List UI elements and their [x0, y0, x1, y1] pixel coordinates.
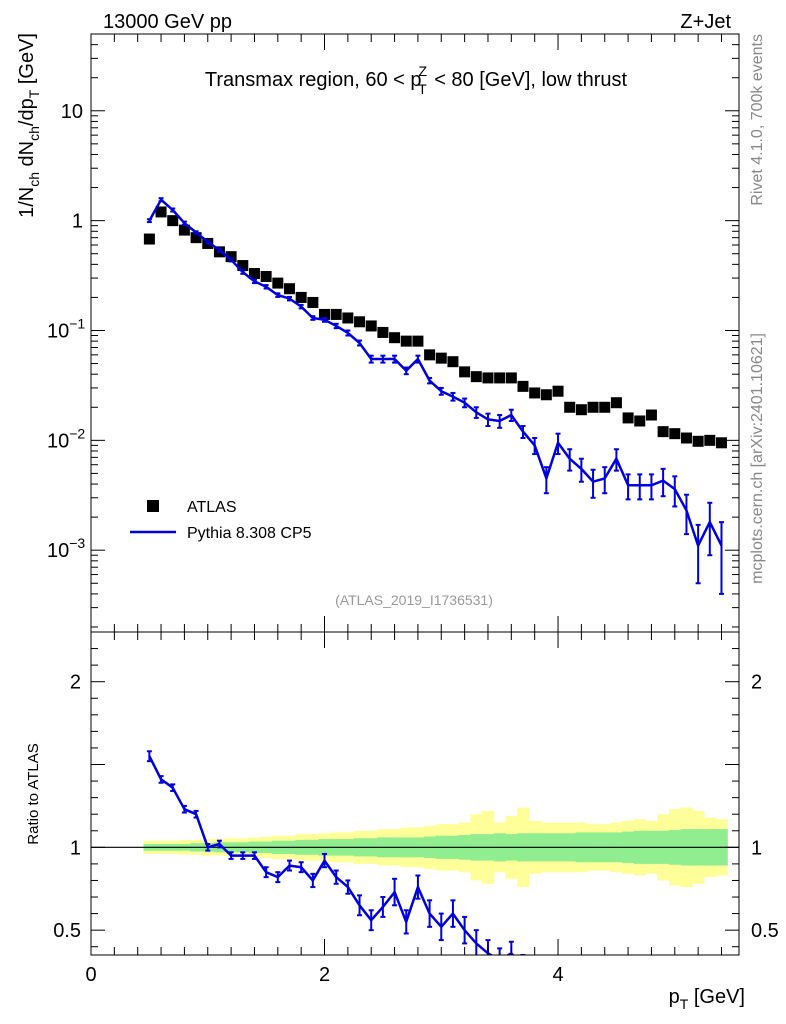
atlas-point	[622, 412, 634, 424]
atlas-point	[354, 316, 366, 328]
atlas-point	[283, 283, 295, 295]
x-axis-title: pT [GeV]	[669, 986, 745, 1012]
atlas-point	[482, 372, 494, 384]
atlas-point	[704, 434, 716, 446]
atlas-point	[459, 366, 471, 378]
main-plot-text: Transmax region, 60 < pZ T < 80 [GeV], lo…	[16, 33, 628, 608]
atlas-point	[505, 372, 517, 384]
atlas-point	[715, 437, 727, 449]
atlas-point	[529, 387, 541, 399]
atlas-point	[424, 349, 436, 361]
ratio-y-axis-title: Ratio to ATLAS	[25, 743, 42, 844]
main-y-tick-label: 10	[61, 101, 83, 123]
main-y-tick-label: 1	[72, 211, 83, 233]
main-y-tick-label: 10−2	[47, 425, 85, 452]
atlas-point	[260, 271, 272, 283]
atlas-point	[587, 401, 599, 413]
mcplots-reference-label: mcplots.cern.ch [arXiv:2401.10621]	[749, 333, 766, 584]
tick-base: 10	[47, 430, 69, 452]
atlas-point	[248, 268, 260, 280]
header-process-label: Z+Jet	[680, 11, 731, 33]
atlas-point	[342, 312, 354, 324]
atlas-point	[645, 409, 657, 421]
atlas-point	[669, 428, 681, 440]
atlas-point	[435, 352, 447, 364]
ratio-y-tick-label: 1	[70, 837, 81, 859]
ratio-y-tick-label-right: 2	[751, 672, 762, 694]
pythia-series-line	[148, 198, 723, 547]
atlas-point	[470, 371, 482, 383]
atlas-point	[610, 397, 622, 409]
ratio-y-tick-label-right: 0.5	[751, 920, 779, 942]
legend-atlas-label: ATLAS	[187, 499, 237, 516]
atlas-point	[272, 277, 284, 289]
atlas-point	[155, 206, 167, 218]
atlas-point	[237, 260, 249, 272]
legend-pythia-label: Pythia 8.308 CP5	[187, 525, 312, 542]
x-tick-label: 4	[552, 964, 563, 986]
analysis-watermark: (ATLAS_2019_I1736531)	[335, 592, 493, 608]
atlas-point	[412, 335, 424, 347]
atlas-point	[634, 415, 646, 427]
atlas-point	[657, 426, 669, 438]
atlas-point	[143, 233, 155, 245]
atlas-point	[307, 296, 319, 308]
atlas-point	[377, 326, 389, 338]
atlas-point	[599, 401, 611, 413]
atlas-point	[564, 401, 576, 413]
tick-exponent: −3	[69, 535, 85, 551]
atlas-point	[680, 432, 692, 444]
main-y-axis-title: 1/Nch dNch/dpT [GeV]	[16, 33, 42, 218]
ratio-text: Ratio to ATLAS pT [GeV]	[25, 743, 745, 1012]
x-tick-label: 2	[319, 964, 330, 986]
atlas-point	[540, 389, 552, 401]
atlas-point	[295, 291, 307, 303]
atlas-point	[167, 215, 179, 227]
rivet-version-label: Rivet 4.1.0, 700k events	[749, 34, 766, 206]
plot-title: Transmax region, 60 < pZ T < 80 [GeV], lo…	[205, 63, 628, 97]
atlas-point	[330, 308, 342, 320]
atlas-point	[319, 308, 331, 320]
header-collision-label: 13000 GeV pp	[103, 11, 232, 33]
ratio-y-tick-label-right: 1	[751, 837, 762, 859]
atlas-point	[225, 251, 237, 263]
atlas-point	[517, 380, 529, 392]
tick-exponent: −2	[69, 425, 85, 441]
ratio-plot-area	[91, 750, 739, 955]
tick-exponent: −1	[69, 315, 85, 331]
atlas-point	[365, 320, 377, 332]
main-y-tick-label: 10−1	[47, 315, 85, 342]
x-tick-label: 0	[85, 964, 96, 986]
tick-base: 10	[47, 320, 69, 342]
atlas-point	[494, 372, 506, 384]
ratio-y-tick-label: 2	[70, 672, 81, 694]
atlas-point	[389, 332, 401, 344]
atlas-point	[190, 232, 202, 244]
ratio-plot-frame	[90, 631, 740, 956]
atlas-point	[575, 404, 587, 416]
atlas-point	[447, 356, 459, 368]
ratio-series-line	[148, 755, 515, 955]
ratio-axes: 2 21 10.5 0.50 2 4	[53, 631, 779, 986]
atlas-point	[692, 435, 704, 447]
atlas-point	[400, 335, 412, 347]
atlas-point	[178, 224, 190, 236]
main-plot-area	[143, 197, 727, 595]
ratio-y-tick-label: 0.5	[53, 920, 81, 942]
atlas-point	[552, 385, 564, 397]
tick-base: 10	[47, 540, 69, 562]
main-y-tick-label: 10−3	[47, 535, 85, 562]
legend-atlas-marker	[147, 500, 159, 512]
